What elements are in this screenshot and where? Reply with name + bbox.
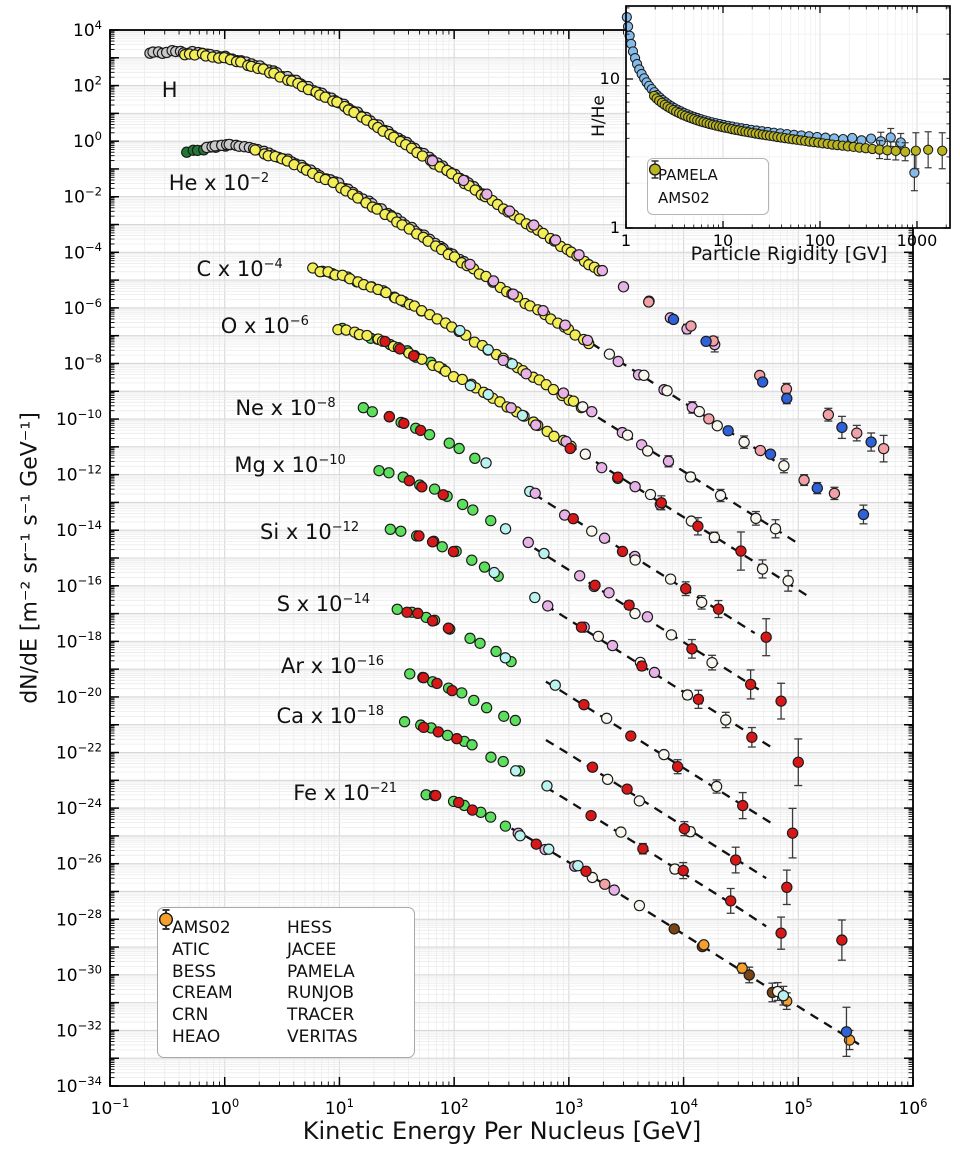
svg-text:104: 104 (73, 18, 102, 41)
svg-text:10−20: 10−20 (56, 685, 102, 708)
svg-text:10−18: 10−18 (56, 629, 102, 652)
svg-text:10−32: 10−32 (56, 1018, 102, 1041)
inset-series-AMS02 (649, 90, 948, 170)
svg-text:10−10: 10−10 (56, 407, 102, 430)
svg-text:102: 102 (73, 73, 102, 96)
svg-text:105: 105 (784, 1096, 813, 1119)
series-Fe-points (420, 789, 856, 1058)
svg-text:103: 103 (554, 1096, 583, 1119)
svg-text:10−26: 10−26 (56, 852, 102, 875)
svg-text:10−6: 10−6 (63, 296, 102, 319)
svg-text:10−12: 10−12 (56, 462, 102, 485)
svg-text:10−2: 10−2 (63, 185, 102, 208)
svg-text:10−1: 10−1 (91, 1096, 130, 1119)
svg-text:100: 100 (210, 1096, 239, 1119)
svg-text:10: 10 (600, 69, 620, 88)
svg-text:10−30: 10−30 (56, 963, 102, 986)
svg-text:1: 1 (610, 218, 620, 237)
series-S-points (391, 603, 799, 859)
svg-text:100: 100 (805, 231, 836, 250)
svg-text:106: 106 (899, 1096, 928, 1119)
series-C-points (307, 262, 782, 539)
svg-text:10−34: 10−34 (56, 1074, 102, 1097)
inset-tick-labels: 1 10 100 1000 1 10 (600, 69, 938, 250)
svg-text:102: 102 (440, 1096, 469, 1119)
series-Ca-points (398, 716, 848, 961)
svg-text:1000: 1000 (897, 231, 938, 250)
svg-text:10: 10 (713, 231, 733, 250)
svg-text:10−4: 10−4 (63, 240, 102, 263)
series-Si-points (384, 523, 804, 787)
series-He-points (181, 138, 870, 525)
series-Ar-points (404, 668, 793, 906)
svg-text:101: 101 (325, 1096, 354, 1119)
series-Mg-points (373, 464, 787, 720)
svg-text:104: 104 (669, 1096, 698, 1119)
svg-text:10−8: 10−8 (63, 351, 102, 374)
inset-hhe-ratio-plot (621, 5, 951, 229)
svg-text:10−24: 10−24 (56, 796, 102, 819)
main-tick-labels: 10−1 100 101 102 103 104 105 10610410210010−210… (56, 18, 928, 1119)
svg-text:10−16: 10−16 (56, 574, 102, 597)
svg-text:10−28: 10−28 (56, 907, 102, 930)
svg-text:1: 1 (621, 231, 631, 250)
svg-text:10−22: 10−22 (56, 740, 102, 763)
series-Ne-points (357, 402, 772, 657)
series-H-points (144, 44, 890, 463)
svg-text:10−14: 10−14 (56, 518, 102, 541)
series-O-points (332, 322, 794, 592)
svg-text:100: 100 (73, 129, 102, 152)
